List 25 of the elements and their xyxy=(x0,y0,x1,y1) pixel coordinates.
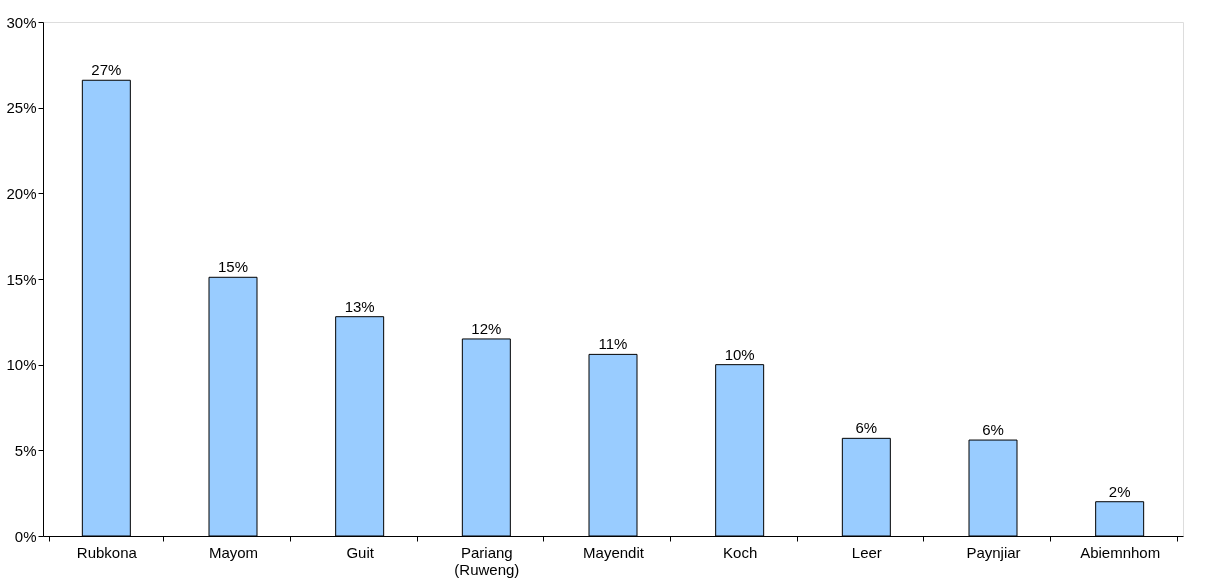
data-label: 12% xyxy=(471,319,502,337)
y-tick-label: 15% xyxy=(6,270,37,288)
data-label: 13% xyxy=(344,297,375,315)
data-label: 6% xyxy=(982,421,1004,439)
x-tick-label: Abiemnhom xyxy=(1080,543,1161,561)
x-tick-label: Mayom xyxy=(208,543,259,561)
x-tick-label: Leer xyxy=(851,543,882,561)
y-tick-label: 0% xyxy=(14,527,37,545)
y-tick-label: 10% xyxy=(6,356,37,374)
x-tick-label: Paynjiar xyxy=(966,543,1021,561)
x-tick-label: Mayendit xyxy=(583,543,645,561)
data-label: 10% xyxy=(724,345,755,363)
y-tick-label: 30% xyxy=(6,13,37,31)
data-label: 2% xyxy=(1108,482,1131,500)
data-label: 15% xyxy=(217,258,249,276)
x-tick-label: Guit xyxy=(346,543,375,561)
x-tick-label: Rubkona xyxy=(76,543,138,561)
data-label: 27% xyxy=(91,61,122,79)
data-label: 11% xyxy=(598,335,628,353)
x-tick-label: Koch xyxy=(723,543,758,561)
y-tick-label: 5% xyxy=(14,441,37,459)
x-tick-label: Pariang (Ruweng) xyxy=(454,543,520,578)
data-label: 6% xyxy=(855,419,878,437)
y-tick-label: 25% xyxy=(6,99,37,117)
y-tick-label: 20% xyxy=(6,184,37,202)
